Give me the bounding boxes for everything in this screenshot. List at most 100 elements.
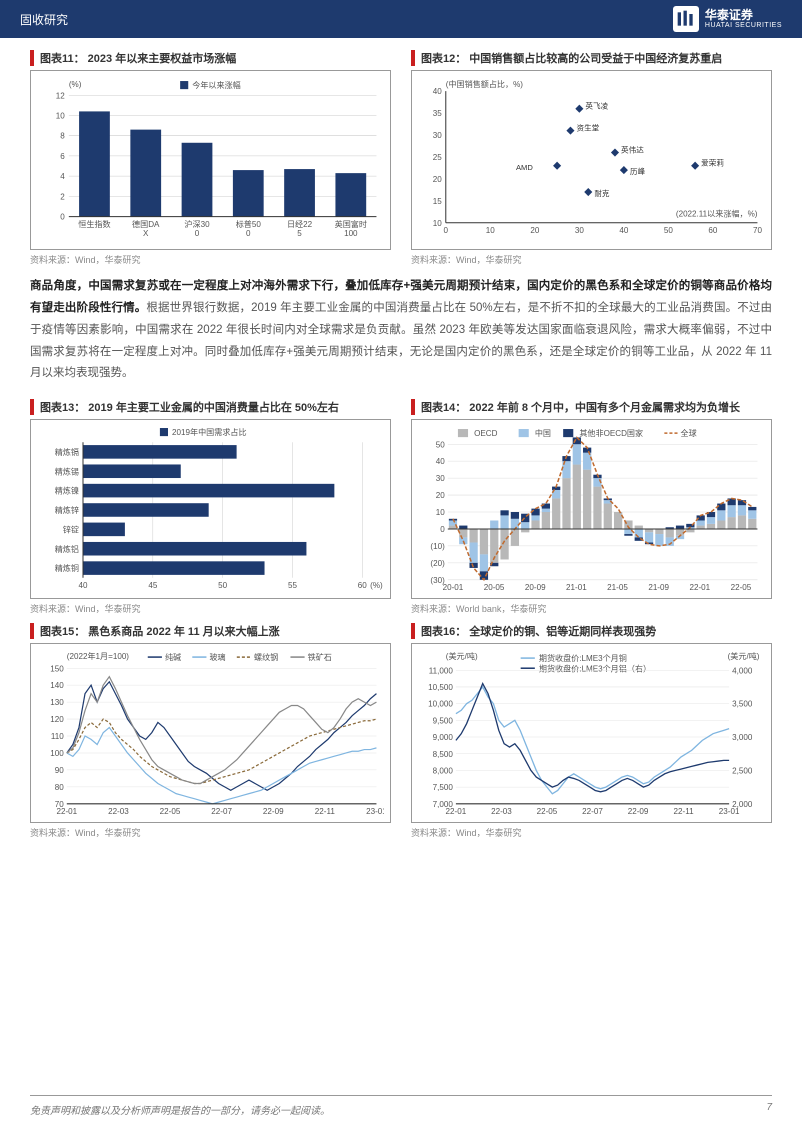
svg-text:25: 25 (433, 153, 442, 162)
svg-text:精炼锡: 精炼锡 (55, 467, 79, 477)
brand-logo-icon (673, 6, 699, 32)
svg-text:(美元/吨): (美元/吨) (728, 651, 760, 661)
svg-text:(2022年1月=100): (2022年1月=100) (67, 651, 130, 661)
svg-text:22-01: 22-01 (446, 807, 467, 816)
brand-name-cn: 华泰证券 (705, 9, 782, 22)
chart-15-title: 图表15： 黑色系商品 2022 年 11 月以来大幅上涨 (30, 623, 391, 639)
svg-text:30: 30 (436, 474, 445, 483)
svg-text:10,500: 10,500 (428, 683, 453, 692)
svg-text:0: 0 (195, 229, 200, 238)
svg-text:20: 20 (436, 491, 445, 500)
chart-16-source: 资料来源：Wind，华泰研究 (411, 826, 772, 839)
svg-text:30: 30 (433, 131, 442, 140)
chart-13-title: 图表13： 2019 年主要工业金属的中国消费量占比在 50%左右 (30, 399, 391, 415)
svg-text:日经22: 日经22 (287, 219, 313, 229)
svg-text:(20): (20) (430, 559, 445, 568)
svg-text:(10): (10) (430, 542, 445, 551)
svg-text:OECD: OECD (474, 429, 498, 438)
svg-text:22-01: 22-01 (689, 583, 710, 592)
brand: 华泰证券 HUATAI SECURITIES (673, 6, 782, 32)
svg-text:X: X (143, 229, 149, 238)
svg-text:全球: 全球 (681, 428, 697, 438)
svg-text:精炼锌: 精炼锌 (55, 505, 79, 515)
svg-text:100: 100 (50, 749, 64, 758)
svg-text:英国富时: 英国富时 (335, 219, 367, 229)
svg-text:22-03: 22-03 (491, 807, 512, 816)
svg-text:10,000: 10,000 (428, 700, 453, 709)
svg-text:22-07: 22-07 (582, 807, 603, 816)
svg-text:8: 8 (60, 132, 65, 141)
svg-text:9,500: 9,500 (433, 717, 454, 726)
svg-text:3,000: 3,000 (732, 733, 753, 742)
svg-text:9,000: 9,000 (433, 733, 454, 742)
svg-text:(美元/吨): (美元/吨) (446, 651, 478, 661)
svg-text:精炼镉: 精炼镉 (55, 447, 79, 457)
svg-text:22-11: 22-11 (315, 807, 336, 816)
svg-text:今年以来涨幅: 今年以来涨幅 (192, 80, 240, 90)
chart-11-source: 资料来源：Wind，华泰研究 (30, 253, 391, 266)
chart-13: 图表13： 2019 年主要工业金属的中国消费量占比在 50%左右 2019年中… (30, 399, 391, 615)
svg-text:精炼铝: 精炼铝 (55, 544, 79, 554)
svg-text:资生堂: 资生堂 (577, 123, 600, 133)
chart-14: 图表14： 2022 年前 8 个月中，中国有多个月金属需求均为负增长 OECD… (411, 399, 772, 615)
svg-text:标普50: 标普50 (236, 219, 262, 229)
svg-text:20-09: 20-09 (525, 583, 546, 592)
svg-text:45: 45 (148, 581, 157, 590)
svg-text:耐克: 耐克 (594, 188, 610, 198)
brand-name-en: HUATAI SECURITIES (705, 22, 782, 30)
svg-text:22-07: 22-07 (211, 807, 232, 816)
chart-12-source: 资料来源：Wind，华泰研究 (411, 253, 772, 266)
chart-15-source: 资料来源：Wind，华泰研究 (30, 826, 391, 839)
svg-text:历峰: 历峰 (630, 166, 646, 176)
chart-11-title: 图表11： 2023 年以来主要权益市场涨幅 (30, 50, 391, 66)
svg-text:期货收盘价:LME3个月铜: 期货收盘价:LME3个月铜 (539, 653, 627, 663)
svg-text:100: 100 (344, 229, 358, 238)
svg-text:22-03: 22-03 (108, 807, 129, 816)
svg-text:8,000: 8,000 (433, 767, 454, 776)
page-header: 固收研究 华泰证券 HUATAI SECURITIES (0, 0, 802, 38)
svg-text:7,500: 7,500 (433, 783, 454, 792)
svg-text:30: 30 (575, 226, 584, 235)
svg-text:英伟达: 英伟达 (621, 145, 644, 155)
svg-text:11,000: 11,000 (429, 666, 454, 675)
page-footer: 免责声明和披露以及分析师声明是报告的一部分，请务必一起阅读。 7 (30, 1095, 772, 1117)
svg-text:精炼镍: 精炼镍 (55, 486, 79, 496)
svg-text:22-09: 22-09 (628, 807, 649, 816)
svg-text:80: 80 (55, 783, 64, 792)
svg-text:22-11: 22-11 (674, 807, 695, 816)
svg-text:铁矿石: 铁矿石 (308, 652, 332, 662)
svg-text:(%): (%) (69, 80, 82, 89)
svg-text:螺纹钢: 螺纹钢 (254, 652, 278, 662)
chart-13-source: 资料来源：Wind，华泰研究 (30, 602, 391, 615)
svg-text:23-01: 23-01 (719, 807, 740, 816)
chart-12-title: 图表12： 中国销售额占比较高的公司受益于中国经济复苏重启 (411, 50, 772, 66)
svg-text:4: 4 (60, 172, 65, 181)
chart-16: 图表16： 全球定价的铜、铝等近期同样表现强势 (美元/吨)(美元/吨)期货收盘… (411, 623, 772, 839)
svg-text:40: 40 (433, 87, 442, 96)
svg-text:英飞凌: 英飞凌 (585, 101, 608, 111)
svg-text:20: 20 (433, 175, 442, 184)
svg-text:70: 70 (753, 226, 762, 235)
svg-text:40: 40 (436, 457, 445, 466)
chart-11: 图表11： 2023 年以来主要权益市场涨幅 (%)今年以来涨幅02468101… (30, 50, 391, 266)
svg-text:22-05: 22-05 (537, 807, 558, 816)
svg-text:10: 10 (433, 219, 442, 228)
svg-text:22-01: 22-01 (56, 807, 77, 816)
chart-12: 图表12： 中国销售额占比较高的公司受益于中国经济复苏重启 (中国销售额占比，%… (411, 50, 772, 266)
svg-text:0: 0 (246, 229, 251, 238)
svg-text:10: 10 (436, 508, 445, 517)
page-number: 7 (766, 1102, 772, 1117)
svg-text:40: 40 (79, 581, 88, 590)
svg-text:AMD: AMD (516, 163, 533, 172)
svg-text:22-05: 22-05 (160, 807, 181, 816)
svg-text:55: 55 (288, 581, 297, 590)
svg-text:(中国销售额占比，%): (中国销售额占比，%) (446, 79, 523, 89)
svg-text:4,000: 4,000 (732, 666, 753, 675)
svg-text:爱荣莉: 爱荣莉 (701, 158, 724, 168)
chart-15: 图表15： 黑色系商品 2022 年 11 月以来大幅上涨 (2022年1月=1… (30, 623, 391, 839)
svg-text:锌锭: 锌锭 (63, 525, 79, 535)
svg-text:21-09: 21-09 (648, 583, 669, 592)
svg-text:50: 50 (436, 440, 445, 449)
svg-text:50: 50 (218, 581, 227, 590)
svg-text:3,500: 3,500 (732, 700, 753, 709)
